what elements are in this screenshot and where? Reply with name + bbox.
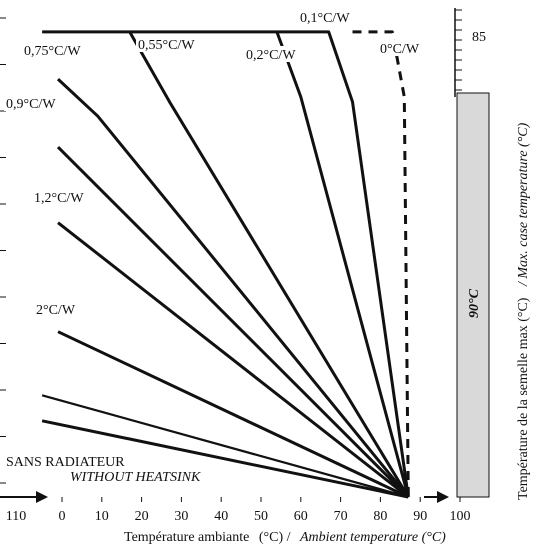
series-label: 2°C/W [36,303,76,318]
series-lines [41,30,410,499]
series-line [128,31,410,498]
series-label: 0,1°C/W [300,11,350,26]
series-label-bg [136,36,199,52]
series-label: 0,55°C/W [138,38,195,53]
series-line [352,30,410,498]
x-tick-label: 100 [450,509,471,524]
series-line [42,30,410,498]
x-tick-label: 40 [214,509,228,524]
series-label-bg [4,453,111,469]
series-line [57,221,410,499]
x-tick-labels: 0 10 20 30 40 50 60 70 80 90 100 110 [6,509,471,524]
series-line [275,31,410,498]
series-labels: 0°C/W 0,1°C/W 0,2°C/W 0,55°C/W 0,75°C/W 0,9°C… [4,9,420,485]
series-line [56,146,410,499]
y-axis-title-right: Température de la semelle max (°C) / Max… [516,122,531,500]
x-tick-label: 90 [413,509,427,524]
x-axis-arrow-right [437,491,449,503]
x-tick-label: 60 [294,509,308,524]
series-label-bg [244,46,300,62]
x-tick-label-cut: 110 [6,509,26,524]
x-axis-arrow-left [36,491,48,503]
series-label-bg [298,9,354,25]
series-label: 0,9°C/W [6,97,56,112]
x-tick-label: 0 [59,509,66,524]
x-tick-label: 80 [373,509,387,524]
series-label-bg [34,301,75,317]
series-label: SANS RADIATEUR [6,455,125,470]
series-line [57,330,409,499]
x-tick-label: 30 [174,509,188,524]
x-tick-label: 10 [95,509,109,524]
series-label-bg [22,42,85,58]
series-label: 0,2°C/W [246,48,296,63]
series-line-extra [41,394,409,499]
series-label-en: WITHOUT HEATSINK [70,470,201,485]
band-rect [456,92,490,498]
band-label: 90°C [467,288,482,318]
series-label: 0,75°C/W [24,44,81,59]
series-label: 1,2°C/W [34,191,84,206]
temperature-band: 90°C [456,92,490,498]
series-line [41,419,409,499]
x-tick-label: 70 [334,509,348,524]
right-tick-label: 85 [472,30,486,45]
series-label-bg [32,189,88,205]
series-label-bg [378,40,419,56]
series-label-bg [4,95,60,111]
series-line [56,78,410,498]
series-label: 0°C/W [380,42,420,57]
x-tick-label: 20 [135,509,149,524]
x-tick-label: 50 [254,509,268,524]
x-axis-title: Température ambiante (°C) / Ambient temp… [124,530,446,545]
axes: 85 [0,8,486,503]
